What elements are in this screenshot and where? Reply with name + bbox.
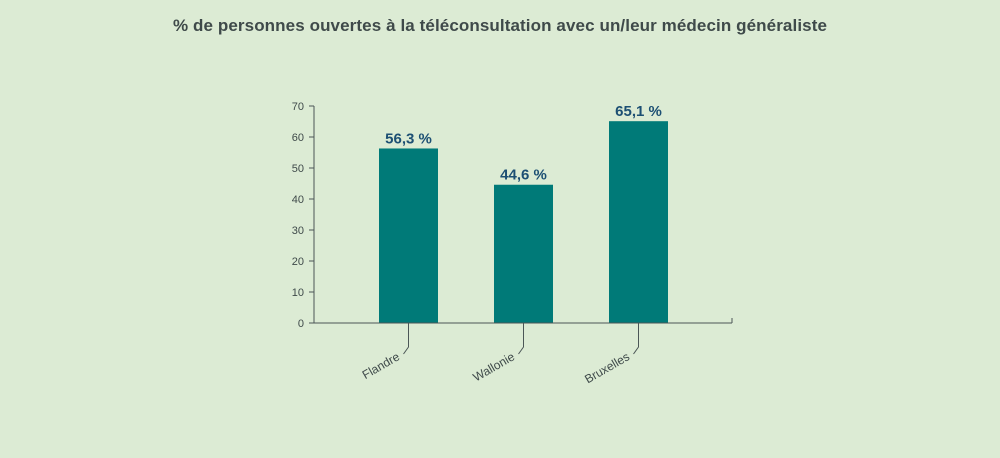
x-tick-bruxelles [633, 323, 639, 355]
y-tick-label-30: 30 [292, 225, 304, 237]
y-tick-label-10: 10 [292, 287, 304, 299]
x-tick-label-bruxelles: Bruxelles [582, 349, 632, 386]
bar-wallonie [494, 184, 553, 323]
chart-title: % de personnes ouvertes à la téléconsult… [172, 16, 828, 35]
y-tick-label-20: 20 [292, 256, 304, 268]
x-tick-label-flandre: Flandre [360, 349, 403, 382]
bar-bruxelles [609, 121, 668, 323]
x-tick-wallonie [518, 323, 524, 355]
y-tick-label-60: 60 [292, 132, 304, 144]
data-label-wallonie: 44,6 % [500, 167, 547, 184]
y-tick-label-40: 40 [292, 194, 304, 206]
y-tick-label-50: 50 [292, 163, 304, 175]
y-tick-label-0: 0 [298, 318, 304, 330]
y-tick-label-70: 70 [292, 101, 304, 113]
data-label-bruxelles: 65,1 % [615, 103, 662, 120]
data-label-flandre: 56,3 % [385, 130, 432, 147]
bar-flandre [379, 148, 438, 323]
x-tick-flandre [403, 323, 409, 355]
x-tick-label-wallonie: Wallonie [471, 349, 518, 384]
